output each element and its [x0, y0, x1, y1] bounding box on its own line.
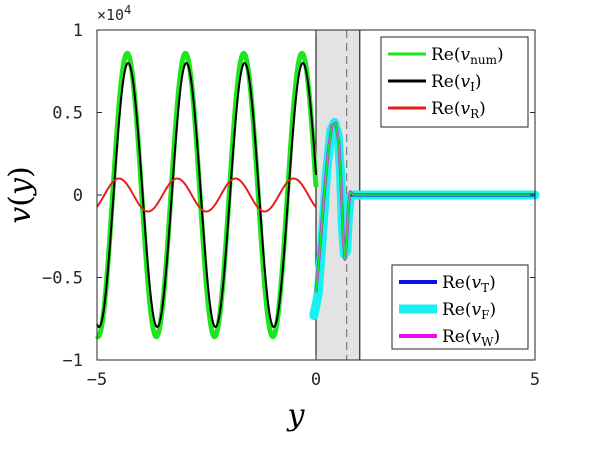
legend-bottom-label-W: Re(vW) — [442, 327, 500, 349]
x-axis-label: y — [286, 398, 306, 433]
legend-top-label-I: Re(vI) — [431, 72, 482, 94]
legend-top-label-num: Re(vnum) — [431, 45, 504, 67]
x-tick-label-1: 0 — [311, 370, 321, 390]
axes: −5 0 5 1 0.5 0 −0.5 −1 ×104 y v(y) — [3, 3, 540, 433]
y-tick-label-2: 0 — [73, 186, 83, 206]
legends: Re(vnum) Re(vI) Re(vR) Re(vT) Re(vF) Re(vW) — [380, 36, 529, 350]
y-tick-label-3: −0.5 — [42, 269, 83, 289]
legend-bottom-label-T: Re(vT) — [442, 273, 496, 295]
legend-top-label-R: Re(vR) — [431, 99, 486, 121]
x-tick-label-0: −5 — [87, 370, 107, 390]
series-R-line — [96, 177, 317, 213]
y-tick-label-4: −1 — [63, 351, 83, 371]
series-I-line — [96, 61, 317, 329]
series-num-inner — [315, 122, 535, 293]
y-tick-label-1: 0.5 — [52, 104, 83, 124]
x-tick-label-2: 5 — [530, 370, 540, 390]
y-tick-label-0: 1 — [73, 21, 83, 41]
y-axis-label: v(y) — [3, 166, 38, 223]
legend-bottom-label-F: Re(vF) — [442, 300, 496, 322]
y-exponent: ×104 — [97, 3, 131, 24]
